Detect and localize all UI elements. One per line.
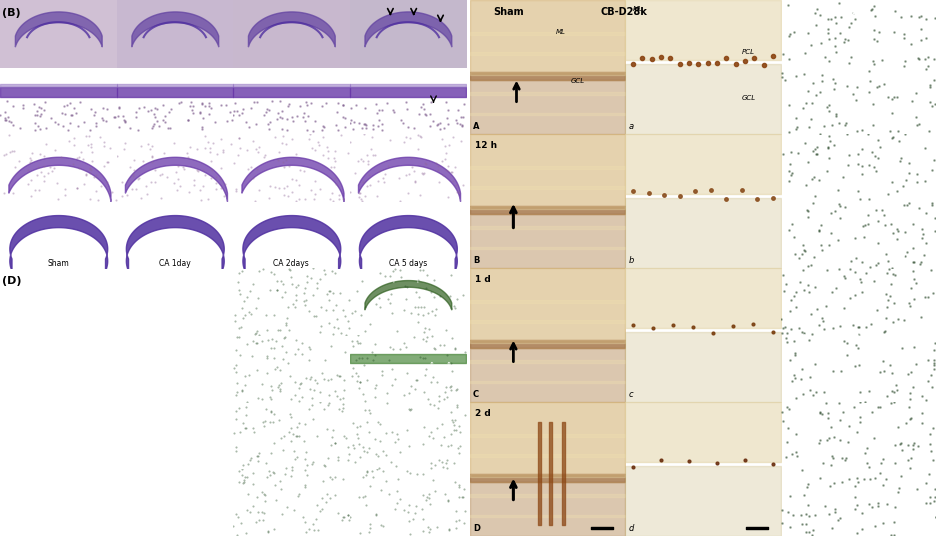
Text: C: C xyxy=(473,390,479,399)
Text: F-JB: F-JB xyxy=(833,7,856,17)
Text: ↑: ↑ xyxy=(446,362,451,368)
Title: CA 1day: CA 1day xyxy=(159,259,191,268)
Text: c1: c1 xyxy=(897,387,907,396)
Text: B: B xyxy=(473,256,479,265)
Title: Sham: Sham xyxy=(48,259,69,268)
Text: D: D xyxy=(473,524,480,533)
Text: a: a xyxy=(628,122,634,131)
Text: PCL: PCL xyxy=(742,49,754,55)
Y-axis label: DG: DG xyxy=(0,497,3,508)
Text: ↑: ↑ xyxy=(415,278,420,284)
Text: d: d xyxy=(628,524,634,533)
Text: a1: a1 xyxy=(897,119,908,128)
Title: CA 2days: CA 2days xyxy=(273,259,309,268)
Text: ML: ML xyxy=(633,6,643,12)
Text: CB-D28k: CB-D28k xyxy=(600,7,648,17)
Text: ML: ML xyxy=(555,28,565,34)
Text: 1 d: 1 d xyxy=(475,274,490,284)
Y-axis label: CA 1: CA 1 xyxy=(0,361,3,376)
Text: Sham: Sham xyxy=(493,7,524,17)
Text: GCL: GCL xyxy=(742,95,756,101)
Title: CA 5 days: CA 5 days xyxy=(388,259,427,268)
Text: A: A xyxy=(473,122,479,131)
Text: d1: d1 xyxy=(897,521,908,530)
Text: 2 d: 2 d xyxy=(475,408,490,418)
Text: 12 h: 12 h xyxy=(475,140,497,150)
Y-axis label: CA 2/3: CA 2/3 xyxy=(0,425,3,446)
Y-axis label: CA 2/3: CA 2/3 xyxy=(0,157,3,178)
Y-axis label: CA 1: CA 1 xyxy=(0,93,3,108)
Text: ↑: ↑ xyxy=(391,278,397,284)
Text: c: c xyxy=(628,390,633,399)
Text: b: b xyxy=(628,256,634,265)
Text: b1: b1 xyxy=(897,253,908,262)
Text: ↑: ↑ xyxy=(440,285,446,291)
Y-axis label: DG: DG xyxy=(0,229,3,240)
Text: (D): (D) xyxy=(2,276,22,286)
Text: (B): (B) xyxy=(2,8,21,18)
Text: ↑: ↑ xyxy=(415,430,420,436)
Text: ↑: ↑ xyxy=(429,362,434,368)
Text: ↑: ↑ xyxy=(405,499,411,505)
Text: GCL: GCL xyxy=(571,78,585,84)
